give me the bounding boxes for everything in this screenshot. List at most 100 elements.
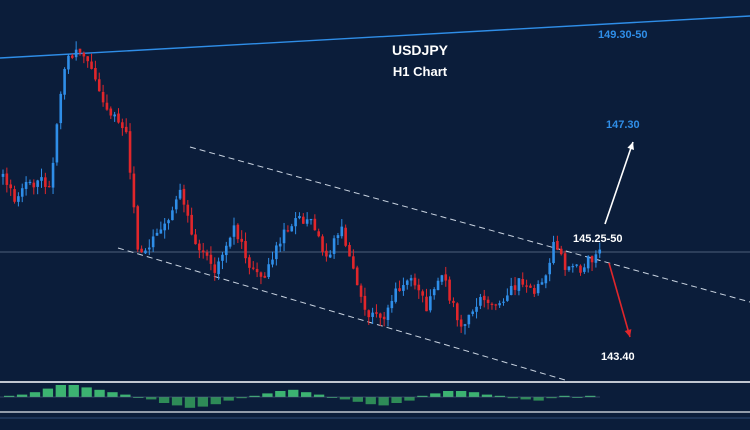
candle-body — [502, 301, 505, 303]
candle-body — [494, 304, 498, 306]
candle-body — [221, 254, 224, 261]
candle — [94, 60, 97, 82]
candle-body — [409, 278, 413, 281]
candle — [59, 91, 63, 130]
histogram-bar — [352, 397, 363, 402]
candle — [13, 185, 16, 204]
candle — [113, 111, 116, 122]
candle — [559, 245, 563, 256]
candle — [101, 84, 105, 107]
resistance-line — [0, 15, 750, 59]
histogram-bar — [301, 392, 312, 397]
candle-body — [159, 229, 163, 234]
candle — [140, 245, 143, 253]
candle — [78, 48, 82, 56]
candle-body — [352, 256, 355, 269]
candle-body — [109, 108, 113, 116]
candle-body — [355, 267, 359, 286]
candle — [405, 279, 409, 290]
candle-body — [248, 257, 251, 268]
candle — [159, 221, 163, 234]
up-arrow — [604, 141, 634, 225]
histogram-bar — [481, 394, 493, 397]
candle — [467, 314, 471, 328]
candle — [186, 200, 190, 223]
candle — [379, 312, 382, 326]
candle — [74, 41, 78, 61]
histogram-bar — [197, 397, 209, 407]
candle — [278, 237, 282, 253]
candle — [90, 53, 93, 70]
candle — [479, 293, 482, 310]
candle — [63, 67, 66, 100]
histogram-bar — [210, 397, 221, 405]
candle — [498, 300, 501, 308]
candle — [586, 255, 590, 273]
candle-body — [386, 307, 390, 320]
candle-body — [117, 113, 120, 123]
candle-body — [390, 300, 394, 309]
candle — [494, 303, 498, 311]
candle — [251, 261, 255, 271]
candle-body — [167, 220, 170, 224]
candle — [255, 262, 259, 278]
histogram-bar — [443, 391, 454, 397]
candle-body — [267, 264, 270, 278]
candle-body — [190, 214, 193, 235]
candle-body — [413, 277, 417, 286]
candle-body — [255, 268, 259, 273]
chart-title: USDJPY — [392, 42, 449, 58]
candle — [371, 307, 374, 324]
candle — [413, 273, 417, 290]
candle-body — [213, 264, 217, 273]
candle — [536, 280, 540, 296]
candle — [594, 250, 598, 268]
candle — [71, 53, 74, 60]
candle-body — [579, 265, 582, 273]
candle — [209, 246, 213, 271]
candle — [506, 288, 509, 302]
candle — [290, 223, 294, 232]
candle — [121, 118, 124, 136]
candle — [394, 282, 397, 304]
candle-body — [236, 224, 240, 240]
histogram-bar — [16, 394, 28, 397]
candle — [248, 254, 251, 275]
candle — [124, 118, 128, 134]
candle-body — [298, 216, 301, 219]
candle — [236, 223, 240, 244]
candle-body — [290, 226, 294, 232]
candle — [544, 274, 548, 289]
candle — [452, 297, 455, 308]
candle-body — [271, 259, 274, 265]
candle-body — [9, 184, 12, 189]
candle-body — [232, 225, 236, 237]
candle-body — [336, 235, 340, 239]
candle-body — [63, 68, 66, 95]
histogram-bar — [249, 395, 260, 397]
candle — [502, 298, 505, 306]
candle-body — [155, 232, 159, 236]
candle — [1, 169, 5, 185]
candle — [390, 294, 394, 313]
candle-body — [452, 300, 455, 303]
candle — [44, 172, 47, 195]
candle-body — [325, 250, 328, 257]
candle — [367, 309, 371, 325]
channel-upper-line — [189, 146, 750, 303]
candle — [194, 228, 197, 245]
candle — [448, 276, 451, 304]
candle — [275, 241, 278, 266]
candle — [171, 206, 174, 221]
candle-body — [475, 306, 478, 312]
candle-body — [186, 204, 190, 216]
candle — [217, 257, 220, 280]
candle — [444, 266, 448, 287]
down-arrow — [608, 262, 632, 338]
histogram-bar — [171, 397, 183, 406]
candle-body — [429, 296, 432, 311]
candle — [590, 255, 594, 272]
candle-body — [278, 243, 282, 247]
resistance-label: 149.30-50 — [598, 29, 648, 41]
